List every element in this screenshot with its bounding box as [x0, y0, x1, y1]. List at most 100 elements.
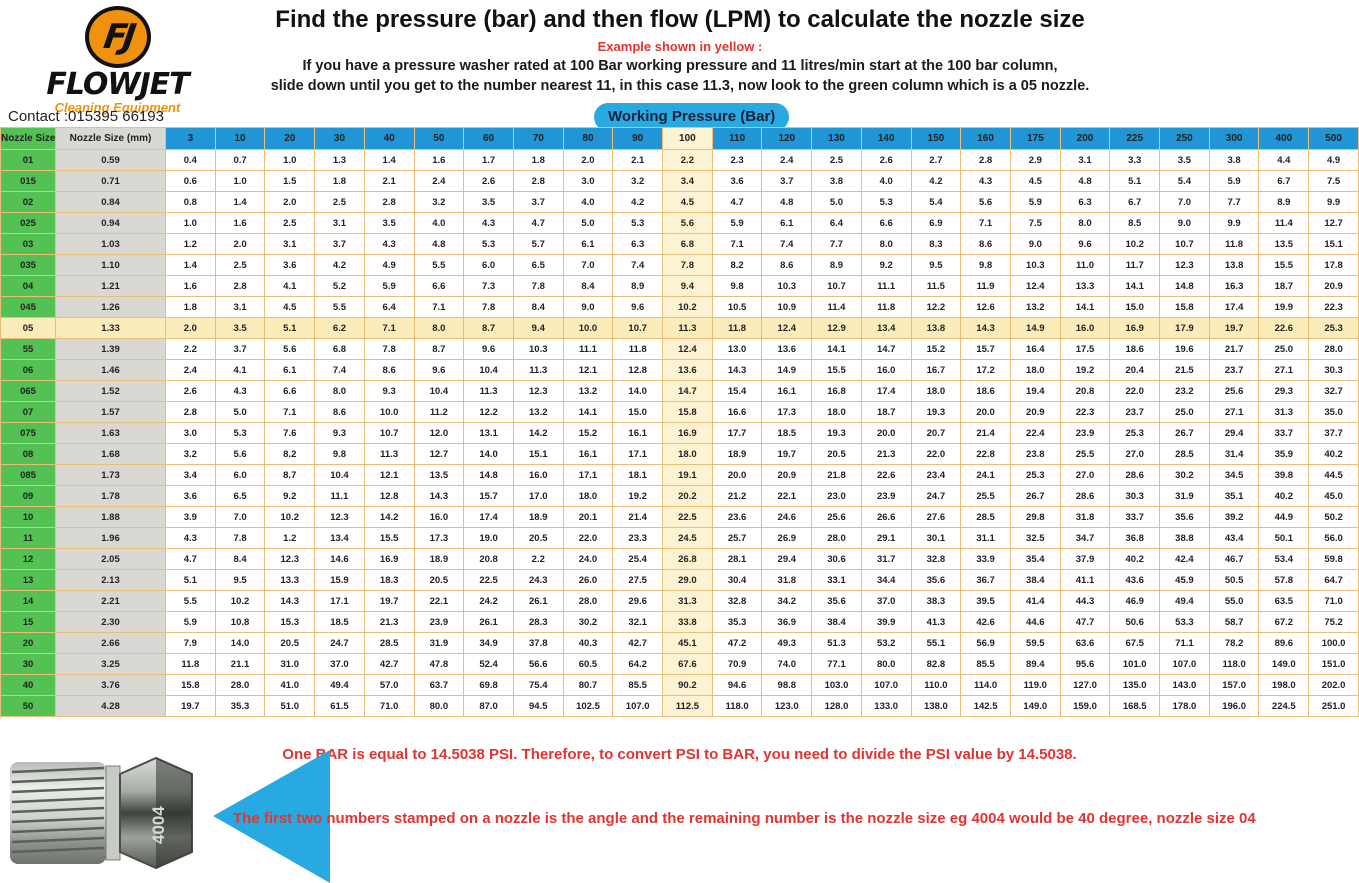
cell-flow-value: 23.6: [711, 506, 763, 528]
cell-flow-value: 28.5: [363, 632, 415, 654]
cell-flow-value: 4.7: [165, 548, 216, 570]
cell-flow-value: 5.9: [363, 275, 415, 297]
cell-flow-value: 9.6: [612, 296, 664, 318]
cell-flow-value: 35.4: [1009, 548, 1061, 570]
logo-brand-text: FLOWJET: [46, 67, 189, 102]
cell-flow-value: 27.5: [612, 569, 664, 591]
cell-flow-value: 13.3: [1059, 275, 1111, 297]
cell-flow-value: 78.2: [1208, 632, 1260, 654]
cell-flow-value: 4.7: [711, 191, 763, 213]
nozzle-stamp-note: The first two numbers stamped on a nozzl…: [233, 810, 1256, 827]
cell-flow-value: 8.6: [363, 359, 415, 381]
cell-flow-value: 11.3: [662, 317, 713, 339]
cell-flow-value: 15.4: [711, 380, 763, 402]
cell-flow-value: 19.7: [761, 443, 813, 465]
cell-flow-value: 6.6: [860, 212, 912, 234]
instructions-line-2: slide down until you get to the number n…: [270, 77, 1090, 94]
cell-flow-value: 4.1: [214, 359, 266, 381]
cell-flow-value: 1.7: [463, 149, 514, 171]
cell-flow-value: 15.0: [1109, 296, 1161, 318]
cell-flow-value: 87.0: [463, 695, 514, 717]
cell-nozzle-size: 50: [0, 695, 56, 717]
page-title: Find the pressure (bar) and then flow (L…: [275, 6, 1085, 33]
cell-flow-value: 14.3: [711, 359, 763, 381]
cell-flow-value: 118.0: [1208, 653, 1260, 675]
cell-flow-value: 46.9: [1109, 590, 1161, 612]
cell-flow-value: 51.0: [264, 695, 316, 717]
cell-flow-value: 13.8: [1208, 254, 1260, 276]
title-block: Find the pressure (bar) and then flow (L…: [230, 6, 1130, 96]
cell-flow-value: 5.9: [1009, 191, 1061, 213]
cell-flow-value: 22.6: [1258, 317, 1310, 339]
cell-flow-value: 26.1: [463, 611, 514, 633]
cell-nozzle-size: 10: [0, 506, 56, 528]
cell-flow-value: 157.0: [1208, 674, 1260, 696]
cell-nozzle-size: 09: [0, 485, 56, 507]
cell-flow-value: 2.4: [165, 359, 216, 381]
cell-flow-value: 14.2: [363, 506, 415, 528]
cell-flow-value: 15.5: [363, 527, 415, 549]
cell-flow-value: 17.4: [463, 506, 514, 528]
cell-flow-value: 7.1: [413, 296, 465, 318]
cell-flow-value: 22.5: [463, 569, 514, 591]
cell-flow-value: 9.6: [1059, 233, 1111, 255]
cell-flow-value: 40.2: [1109, 548, 1161, 570]
cell-flow-value: 16.0: [1059, 317, 1111, 339]
cell-flow-value: 16.6: [711, 401, 763, 423]
cell-flow-value: 21.7: [1208, 338, 1260, 360]
cell-flow-value: 20.5: [811, 443, 862, 465]
cell-flow-value: 42.6: [960, 611, 1011, 633]
cell-flow-value: 10.4: [314, 464, 365, 486]
cell-nozzle-mm: 2.30: [55, 611, 166, 633]
cell-nozzle-mm: 1.33: [55, 317, 166, 339]
cell-flow-value: 224.5: [1258, 695, 1310, 717]
cell-flow-value: 8.5: [1109, 212, 1161, 234]
cell-flow-value: 14.3: [264, 590, 316, 612]
cell-flow-value: 37.8: [512, 632, 564, 654]
cell-flow-value: 12.8: [363, 485, 415, 507]
cell-flow-value: 59.8: [1308, 548, 1359, 570]
cell-flow-value: 32.7: [1308, 380, 1359, 402]
logo-monogram: FJ: [100, 17, 135, 57]
cell-flow-value: 18.5: [314, 611, 365, 633]
cell-flow-value: 30.6: [811, 548, 862, 570]
cell-flow-value: 31.9: [1159, 485, 1210, 507]
cell-flow-value: 26.6: [860, 506, 912, 528]
cell-flow-value: 24.1: [960, 464, 1011, 486]
cell-flow-value: 28.3: [512, 611, 564, 633]
cell-flow-value: 33.8: [662, 611, 713, 633]
cell-nozzle-mm: 1.03: [55, 233, 166, 255]
cell-flow-value: 5.9: [165, 611, 216, 633]
cell-flow-value: 13.5: [413, 464, 465, 486]
cell-flow-value: 32.8: [711, 590, 763, 612]
cell-flow-value: 5.3: [612, 212, 664, 234]
cell-flow-value: 52.4: [463, 653, 514, 675]
cell-flow-value: 29.4: [1208, 422, 1260, 444]
col-header-bar-160: 160: [960, 127, 1011, 150]
col-header-bar-110: 110: [711, 127, 763, 150]
cell-flow-value: 3.4: [662, 170, 713, 192]
cell-flow-value: 17.4: [860, 380, 912, 402]
cell-flow-value: 12.2: [910, 296, 962, 318]
cell-flow-value: 21.5: [1159, 359, 1210, 381]
cell-flow-value: 1.8: [165, 296, 216, 318]
table-row-025: 025 0.94 1.0 1.6 2.5 3.1 3.5 4.0 4.3 4.7 5.0 5.3 5.6…: [0, 212, 1359, 234]
example-note: Example shown in yellow :: [597, 39, 763, 54]
cell-flow-value: 14.0: [612, 380, 664, 402]
cell-nozzle-size: 01: [0, 149, 56, 171]
cell-flow-value: 14.1: [1059, 296, 1111, 318]
cell-nozzle-size: 02: [0, 191, 56, 213]
cell-nozzle-size: 05: [0, 317, 56, 339]
cell-nozzle-size: 55: [0, 338, 56, 360]
cell-flow-value: 98.8: [761, 674, 813, 696]
cell-flow-value: 142.5: [960, 695, 1011, 717]
cell-flow-value: 9.8: [711, 275, 763, 297]
cell-flow-value: 39.8: [1258, 464, 1310, 486]
cell-flow-value: 77.1: [811, 653, 862, 675]
cell-flow-value: 11.1: [314, 485, 365, 507]
cell-flow-value: 7.1: [363, 317, 415, 339]
cell-flow-value: 5.6: [214, 443, 266, 465]
cell-flow-value: 41.3: [910, 611, 962, 633]
cell-flow-value: 15.1: [1308, 233, 1359, 255]
cell-flow-value: 71.0: [363, 695, 415, 717]
